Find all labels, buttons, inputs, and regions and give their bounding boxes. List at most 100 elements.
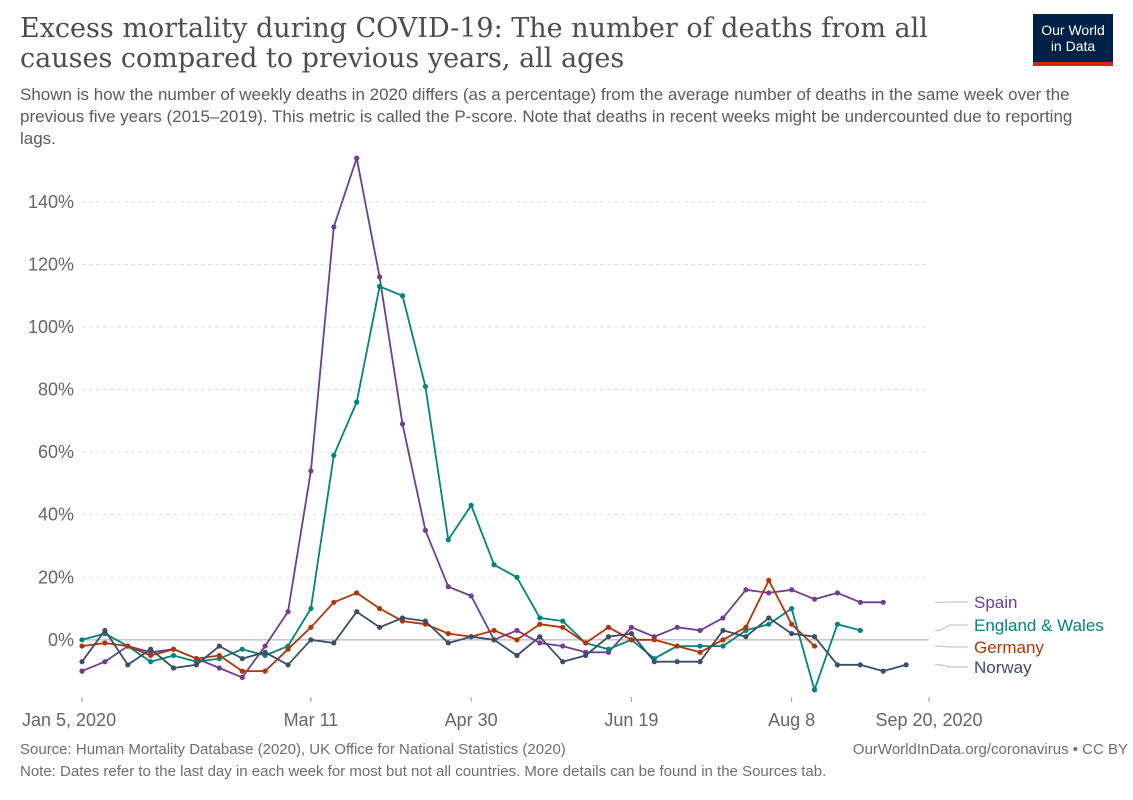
data-point[interactable] [445, 537, 451, 543]
data-point[interactable] [811, 643, 818, 649]
data-point[interactable] [651, 659, 657, 665]
data-point[interactable] [308, 605, 314, 612]
data-point[interactable] [514, 574, 520, 580]
data-point[interactable] [262, 649, 268, 655]
data-point[interactable] [514, 627, 520, 634]
data-point[interactable] [697, 649, 703, 655]
data-point[interactable] [628, 637, 635, 643]
data-point[interactable] [605, 634, 612, 640]
data-point[interactable] [331, 599, 337, 605]
data-point[interactable] [766, 577, 772, 583]
data-point[interactable] [491, 637, 497, 643]
data-point[interactable] [262, 643, 268, 649]
data-point[interactable] [239, 646, 245, 652]
data-point[interactable] [331, 224, 337, 230]
data-point[interactable] [285, 646, 291, 652]
data-point[interactable] [834, 621, 841, 627]
data-point[interactable] [834, 662, 841, 668]
data-point[interactable] [651, 637, 657, 643]
data-point[interactable] [216, 665, 222, 671]
data-point[interactable] [79, 637, 85, 643]
data-point[interactable] [857, 599, 863, 605]
data-point[interactable] [697, 643, 703, 649]
data-point[interactable] [605, 646, 612, 652]
data-point[interactable] [216, 643, 222, 649]
data-point[interactable] [354, 590, 360, 596]
data-point[interactable] [514, 652, 520, 659]
data-point[interactable] [216, 652, 222, 659]
legend-label[interactable]: Norway [974, 658, 1032, 677]
data-point[interactable] [422, 383, 428, 390]
data-point[interactable] [560, 618, 566, 624]
data-point[interactable] [102, 640, 108, 646]
data-point[interactable] [697, 659, 703, 665]
data-point[interactable] [102, 627, 108, 634]
data-point[interactable] [766, 615, 772, 621]
data-point[interactable] [422, 527, 428, 533]
data-point[interactable] [514, 637, 520, 643]
data-point[interactable] [285, 609, 291, 615]
data-point[interactable] [674, 624, 680, 630]
data-point[interactable] [789, 621, 795, 627]
data-point[interactable] [537, 615, 543, 621]
data-point[interactable] [605, 624, 612, 630]
data-point[interactable] [399, 421, 406, 427]
data-point[interactable] [79, 659, 85, 665]
data-point[interactable] [491, 562, 497, 568]
data-point[interactable] [628, 630, 635, 637]
data-point[interactable] [170, 646, 177, 652]
legend-label[interactable]: Germany [974, 638, 1044, 657]
data-point[interactable] [354, 609, 360, 615]
data-point[interactable] [354, 155, 360, 161]
data-point[interactable] [422, 618, 428, 624]
data-point[interactable] [697, 627, 703, 634]
data-point[interactable] [239, 655, 245, 662]
data-point[interactable] [903, 662, 909, 668]
data-point[interactable] [789, 587, 795, 593]
source-link[interactable]: OurWorldInData.org/coronavirus • CC BY [852, 741, 1128, 758]
data-point[interactable] [583, 652, 589, 659]
data-point[interactable] [857, 662, 863, 668]
data-point[interactable] [766, 590, 772, 596]
data-point[interactable] [583, 640, 589, 646]
data-point[interactable] [766, 621, 772, 627]
data-point[interactable] [811, 687, 818, 693]
data-point[interactable] [148, 652, 154, 659]
data-point[interactable] [720, 637, 726, 643]
data-point[interactable] [628, 624, 635, 630]
data-point[interactable] [880, 668, 886, 674]
data-point[interactable] [674, 643, 680, 649]
data-point[interactable] [148, 646, 154, 652]
data-point[interactable] [560, 643, 566, 649]
owid-logo[interactable]: Our World in Data [1033, 14, 1113, 66]
data-point[interactable] [537, 634, 543, 640]
data-point[interactable] [720, 627, 726, 634]
data-point[interactable] [239, 674, 245, 680]
data-point[interactable] [857, 627, 863, 634]
data-point[interactable] [811, 596, 818, 602]
data-point[interactable] [193, 662, 200, 668]
data-point[interactable] [560, 659, 566, 665]
data-point[interactable] [445, 584, 451, 590]
legend-label[interactable]: Spain [974, 593, 1017, 612]
data-point[interactable] [331, 640, 337, 646]
data-point[interactable] [125, 643, 131, 649]
data-point[interactable] [468, 502, 474, 508]
data-point[interactable] [743, 634, 749, 640]
data-point[interactable] [445, 630, 451, 637]
data-point[interactable] [79, 643, 85, 649]
data-point[interactable] [743, 624, 749, 630]
data-point[interactable] [376, 283, 383, 289]
data-point[interactable] [376, 605, 383, 612]
data-point[interactable] [537, 640, 543, 646]
data-point[interactable] [491, 627, 497, 634]
data-point[interactable] [102, 659, 108, 665]
data-point[interactable] [811, 634, 818, 640]
data-point[interactable] [262, 668, 268, 674]
data-point[interactable] [880, 599, 886, 605]
data-point[interactable] [239, 668, 245, 674]
data-point[interactable] [376, 274, 383, 280]
data-point[interactable] [308, 637, 314, 643]
data-point[interactable] [148, 659, 154, 665]
data-point[interactable] [170, 652, 177, 659]
